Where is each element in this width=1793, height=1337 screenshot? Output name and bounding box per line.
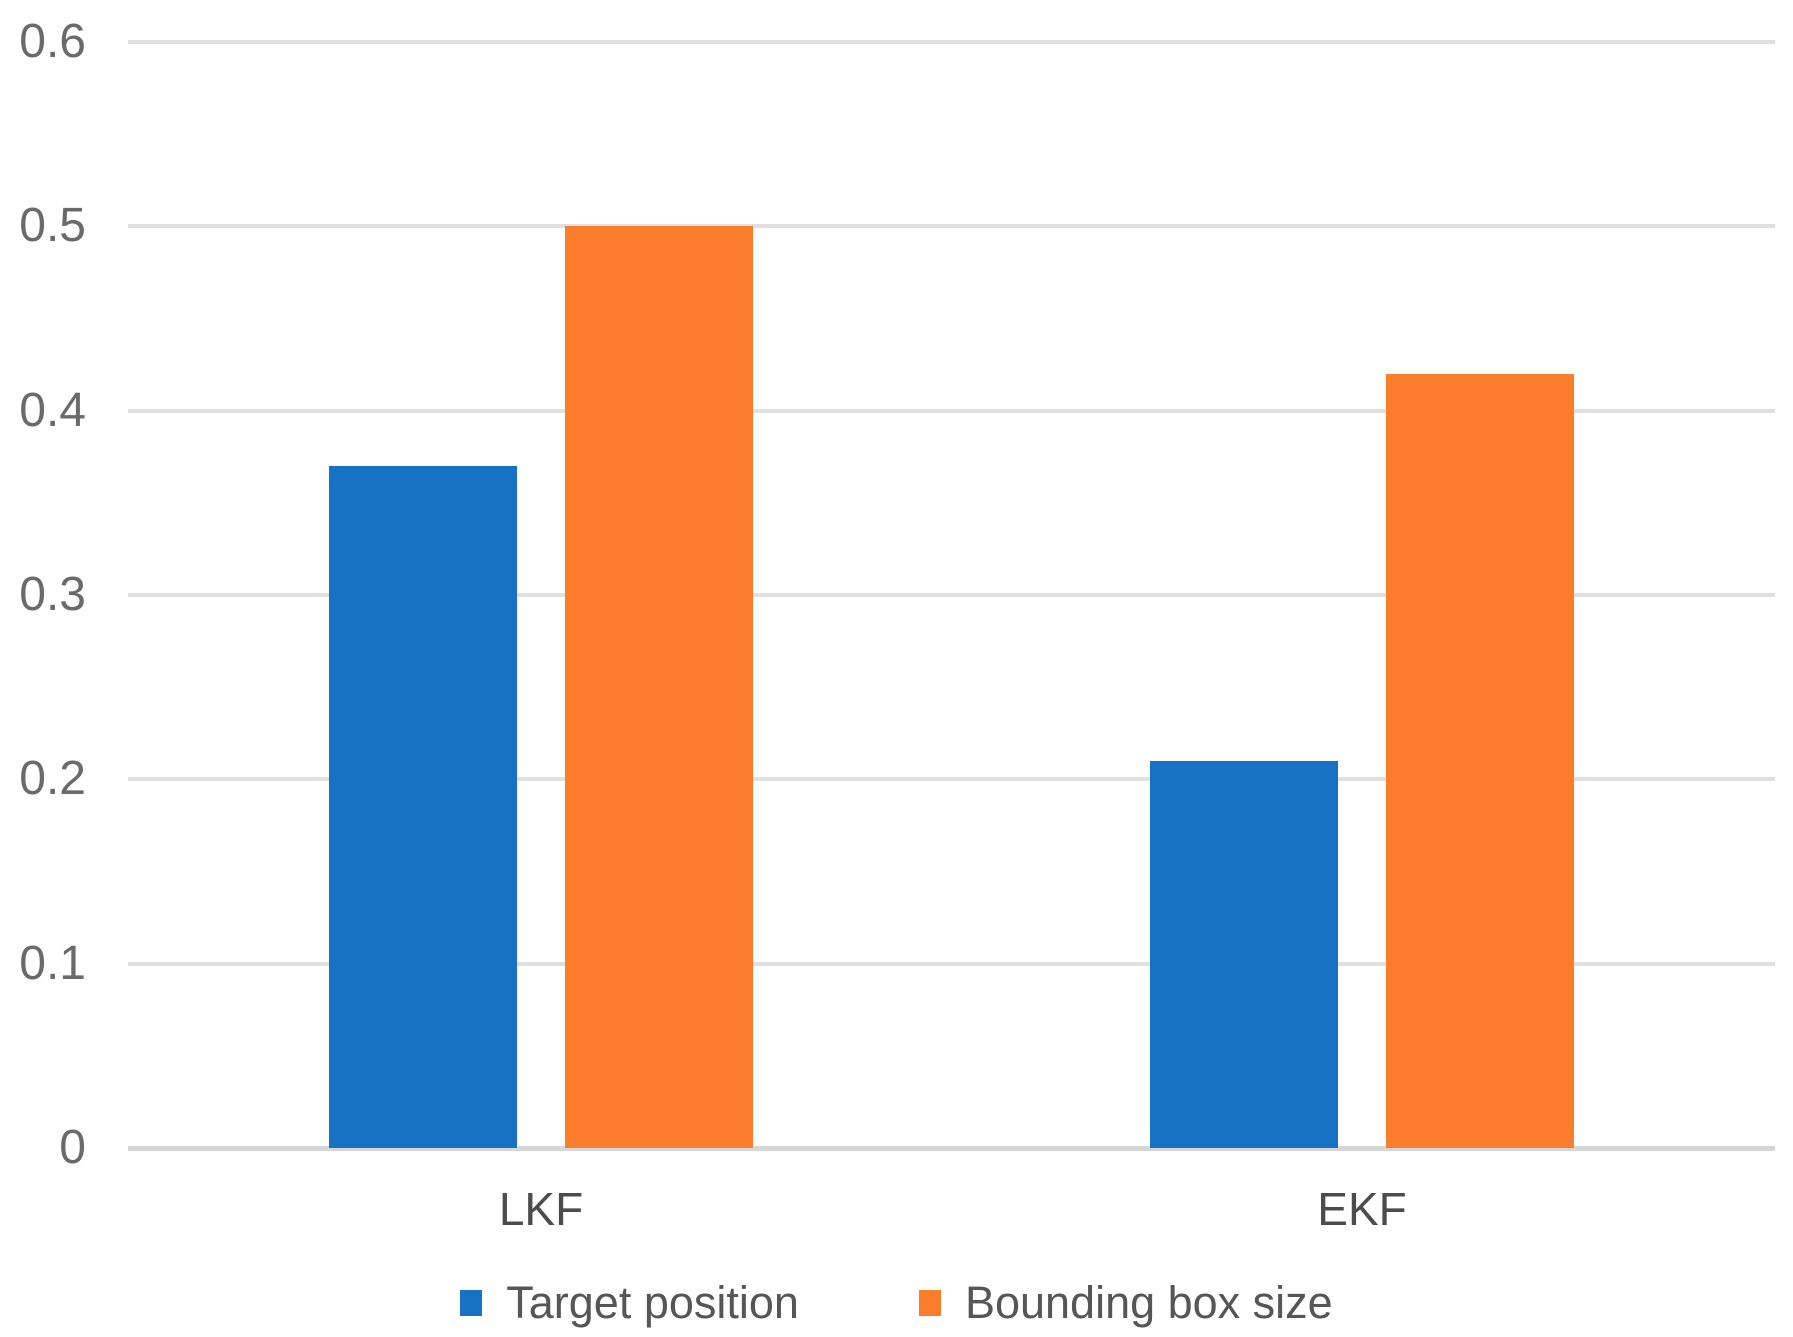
legend-swatch-orange-icon [918,1290,941,1316]
legend-label-bounding-box-size: Bounding box size [964,1277,1333,1328]
y-tick-label: 0.2 [19,752,86,806]
gridline [128,777,1775,782]
y-tick-label: 0 [59,1121,86,1174]
bar-ekf-target-position [1150,760,1338,1148]
legend-swatch-blue-icon [460,1290,483,1316]
bar-lkf-bounding-box-size [565,226,753,1148]
x-axis-line [128,1145,1775,1151]
legend: Target position Bounding box size [0,1273,1793,1333]
gridline [128,408,1775,413]
x-category-label-lkf: LKF [498,1183,584,1235]
gridline [128,224,1775,229]
legend-label-target-position: Target position [506,1277,799,1328]
y-tick-label: 0.4 [19,383,86,437]
bar-ekf-bounding-box-size [1386,373,1574,1148]
x-category-label-ekf: EKF [1317,1183,1407,1235]
y-tick-label: 0.6 [19,15,86,68]
legend-item-bounding-box-size: Bounding box size [918,1277,1333,1329]
legend-item-target-position: Target position [460,1277,799,1329]
bar-lkf-target-position [329,465,517,1148]
y-tick-label: 0.5 [19,199,86,253]
gridline [128,593,1775,597]
y-tick-label: 0.1 [19,936,86,990]
gridline [128,40,1775,44]
y-tick-label: 0.3 [19,568,86,621]
gridline [128,961,1775,966]
